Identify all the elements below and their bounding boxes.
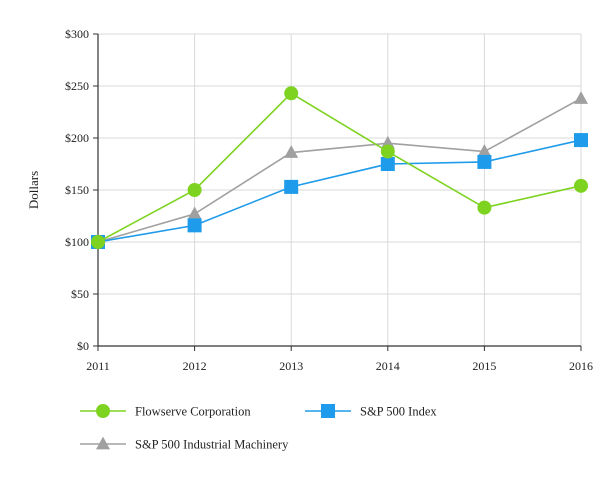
data-point — [284, 145, 299, 158]
series-group — [91, 86, 588, 249]
y-tick-label: $250 — [65, 79, 89, 93]
data-point — [574, 91, 588, 104]
data-point — [187, 206, 202, 220]
data-point — [187, 218, 202, 233]
data-point — [574, 133, 588, 148]
y-tick-label: $100 — [65, 235, 89, 249]
y-tick-label: $200 — [65, 131, 89, 145]
data-point — [477, 154, 492, 169]
y-axis-title: Dollars — [26, 171, 41, 209]
legend-item-s-p-500-industrial-machinery: S&P 500 Industrial Machinery — [80, 436, 289, 452]
grid-lines — [98, 33, 582, 346]
data-point — [380, 135, 395, 149]
x-axis-ticks: 2011 2012 2013 2014 2015 2016 — [86, 346, 593, 373]
legend-item-s-p-500-index: S&P 500 Index — [305, 404, 437, 419]
legend-marker — [96, 404, 110, 418]
x-tick-label: 2012 — [183, 359, 207, 373]
x-tick-label: 2014 — [376, 359, 400, 373]
series-line — [97, 97, 582, 243]
series-s-p-500-index — [91, 133, 588, 249]
x-tick-label: 2013 — [279, 359, 303, 373]
data-point — [187, 183, 202, 197]
legend-marker — [321, 404, 335, 418]
legend-label: Flowserve Corporation — [135, 405, 251, 419]
data-point — [91, 235, 105, 249]
series-line — [97, 92, 582, 243]
data-point — [477, 144, 492, 157]
legend-item-flowserve-corporation: Flowserve Corporation — [80, 404, 251, 419]
legend: Flowserve Corporation S&P 500 Index S&P 50… — [80, 404, 437, 452]
data-point — [574, 178, 588, 193]
data-point — [380, 144, 395, 159]
series-s-p-500-industrial-machinery — [91, 91, 588, 248]
legend-label: S&P 500 Index — [360, 405, 437, 419]
data-point — [477, 200, 492, 215]
y-tick-label: $0 — [77, 339, 89, 353]
y-tick-label: $300 — [65, 27, 89, 41]
x-tick-label: 2011 — [86, 359, 110, 373]
data-point — [380, 157, 395, 171]
legend-label: S&P 500 Industrial Machinery — [135, 438, 289, 452]
legend-marker — [96, 436, 110, 450]
series-line — [97, 139, 582, 243]
x-tick-label: 2016 — [569, 359, 593, 373]
data-point — [284, 179, 299, 194]
y-axis-ticks: $0 $50 $100 $150 $200 $250 $300 — [65, 27, 98, 353]
y-tick-label: $50 — [71, 287, 89, 301]
data-point — [284, 86, 299, 101]
x-tick-label: 2015 — [472, 359, 496, 373]
y-tick-label: $150 — [65, 183, 89, 197]
series-flowserve-corporation — [91, 86, 588, 249]
